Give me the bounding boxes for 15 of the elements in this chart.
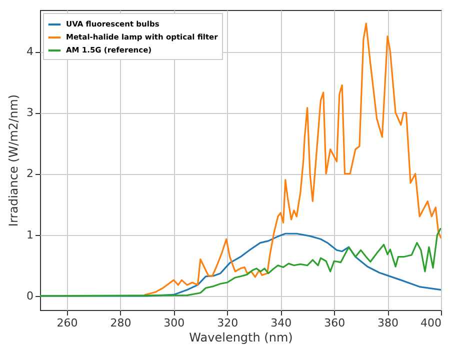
x-tick-label: 360 xyxy=(324,316,346,330)
y-tick-label: 3 xyxy=(26,106,34,120)
x-axis-title: Wavelength (nm) xyxy=(189,330,293,344)
x-tick-label: 380 xyxy=(378,316,399,330)
x-tick-label: 340 xyxy=(270,316,292,330)
x-tick-label: 400 xyxy=(420,316,442,330)
x-tick-label: 320 xyxy=(217,316,238,330)
y-axis-title: Irradiance (W/m2/nm) xyxy=(6,94,20,227)
x-tick-label: 260 xyxy=(56,316,78,330)
y-tick-label: 4 xyxy=(26,45,34,58)
x-tick-label: 280 xyxy=(110,316,132,330)
y-tick-label: 0 xyxy=(26,289,34,302)
y-tick-label: 1 xyxy=(26,228,34,242)
y-tick-label: 2 xyxy=(26,167,34,180)
x-tick-label: 300 xyxy=(164,316,185,330)
